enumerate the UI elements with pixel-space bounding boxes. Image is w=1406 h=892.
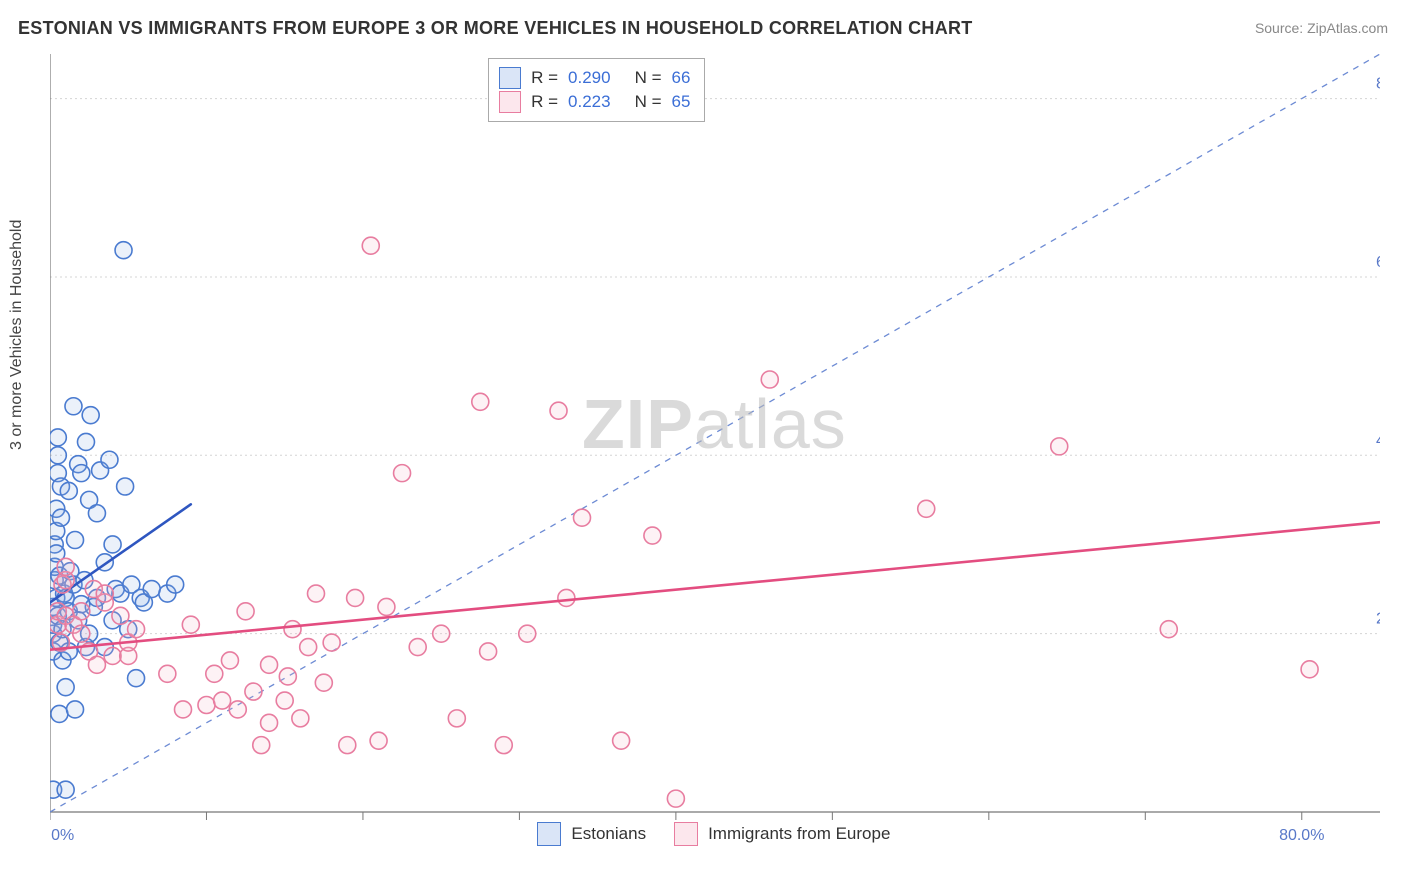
svg-text:80.0%: 80.0% [1376,76,1380,93]
legend-series-label: Immigrants from Europe [708,824,890,844]
chart-title: ESTONIAN VS IMMIGRANTS FROM EUROPE 3 OR … [18,18,973,39]
y-axis-label: 3 or more Vehicles in Household [8,220,26,450]
legend-swatch-icon [537,822,561,846]
legend-series: Estonians Immigrants from Europe [519,822,890,846]
svg-text:80.0%: 80.0% [1279,827,1324,844]
r-value: 0.290 [568,68,611,88]
source-prefix: Source: [1255,20,1307,36]
svg-text:60.0%: 60.0% [1376,254,1380,271]
legend-stat-estonians: R = 0.290 N = 66 [499,67,690,89]
source-label: Source: ZipAtlas.com [1255,20,1388,36]
n-value: 65 [672,92,691,112]
svg-text:20.0%: 20.0% [1376,611,1380,628]
n-label: N = [635,92,662,112]
chart-plot: 20.0% 40.0% 60.0% 80.0% 0.0% 80.0% [50,54,1380,872]
source-name: ZipAtlas.com [1307,20,1388,36]
svg-text:40.0%: 40.0% [1376,432,1380,449]
legend-swatch-icon [674,822,698,846]
legend-stat-immigrants: R = 0.223 N = 65 [499,91,690,113]
legend-series-label: Estonians [571,824,646,844]
n-value: 66 [672,68,691,88]
chart-container: ESTONIAN VS IMMIGRANTS FROM EUROPE 3 OR … [0,0,1406,892]
n-label: N = [635,68,662,88]
r-value: 0.223 [568,92,611,112]
legend-swatch-icon [499,91,521,113]
r-label: R = [531,68,558,88]
svg-text:0.0%: 0.0% [50,827,74,844]
r-label: R = [531,92,558,112]
legend-swatch-icon [499,67,521,89]
legend-stats: R = 0.290 N = 66 R = 0.223 N = 65 [488,58,705,122]
